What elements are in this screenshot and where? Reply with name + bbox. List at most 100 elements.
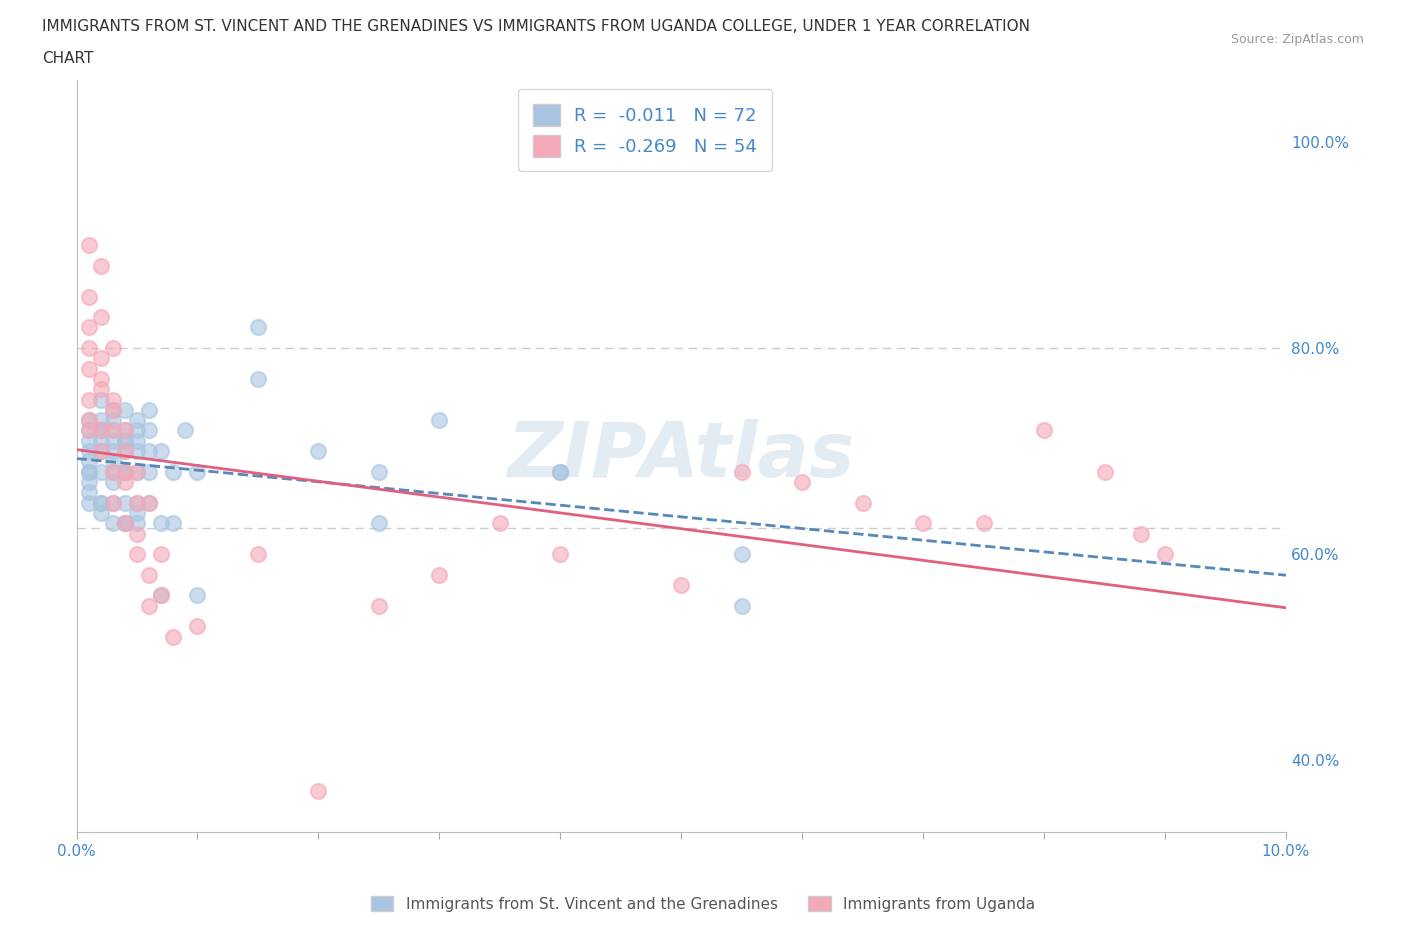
Point	[125, 433, 148, 448]
Point	[77, 413, 100, 428]
Point	[77, 433, 100, 448]
Point	[912, 516, 935, 531]
Point	[114, 495, 136, 510]
Point	[77, 423, 100, 438]
Point	[138, 567, 160, 582]
Point	[1154, 547, 1177, 562]
Point	[114, 464, 136, 479]
Point	[186, 464, 208, 479]
Point	[101, 516, 124, 531]
Point	[77, 289, 100, 304]
Point	[174, 423, 197, 438]
Point	[550, 547, 572, 562]
Point	[114, 423, 136, 438]
Point	[367, 516, 389, 531]
Legend: R =  -0.011   N = 72, R =  -0.269   N = 54: R = -0.011 N = 72, R = -0.269 N = 54	[519, 89, 772, 171]
Text: IMMIGRANTS FROM ST. VINCENT AND THE GRENADINES VS IMMIGRANTS FROM UGANDA COLLEGE: IMMIGRANTS FROM ST. VINCENT AND THE GREN…	[42, 19, 1031, 33]
Point	[77, 340, 100, 355]
Point	[125, 506, 148, 521]
Point	[162, 464, 184, 479]
Point	[550, 464, 572, 479]
Point	[367, 464, 389, 479]
Point	[101, 464, 124, 479]
Point	[150, 588, 173, 603]
Point	[77, 392, 100, 407]
Point	[246, 547, 269, 562]
Point	[90, 444, 112, 458]
Point	[1033, 423, 1056, 438]
Point	[101, 403, 124, 418]
Point	[90, 423, 112, 438]
Point	[90, 310, 112, 325]
Point	[101, 413, 124, 428]
Point	[114, 433, 136, 448]
Point	[162, 630, 184, 644]
Text: ZIPAtlas: ZIPAtlas	[508, 419, 855, 493]
Point	[114, 516, 136, 531]
Point	[90, 351, 112, 365]
Point	[125, 495, 148, 510]
Point	[90, 392, 112, 407]
Point	[186, 588, 208, 603]
Point	[90, 495, 112, 510]
Point	[125, 464, 148, 479]
Point	[77, 320, 100, 335]
Point	[77, 464, 100, 479]
Point	[90, 464, 112, 479]
Point	[114, 516, 136, 531]
Point	[367, 598, 389, 613]
Point	[101, 392, 124, 407]
Point	[90, 259, 112, 273]
Point	[101, 454, 124, 469]
Point	[90, 495, 112, 510]
Point	[77, 485, 100, 499]
Point	[1094, 464, 1116, 479]
Point	[77, 495, 100, 510]
Point	[852, 495, 875, 510]
Point	[114, 464, 136, 479]
Point	[77, 361, 100, 376]
Point	[77, 464, 100, 479]
Point	[114, 423, 136, 438]
Point	[138, 598, 160, 613]
Point	[101, 340, 124, 355]
Point	[101, 495, 124, 510]
Point	[429, 567, 451, 582]
Point	[90, 413, 112, 428]
Point	[307, 444, 329, 458]
Point	[77, 444, 100, 458]
Point	[1178, 835, 1201, 850]
Point	[246, 371, 269, 386]
Point	[114, 464, 136, 479]
Legend: Immigrants from St. Vincent and the Grenadines, Immigrants from Uganda: Immigrants from St. Vincent and the Gren…	[364, 889, 1042, 918]
Point	[138, 495, 160, 510]
Point	[150, 588, 173, 603]
Point	[150, 444, 173, 458]
Point	[150, 516, 173, 531]
Point	[138, 403, 160, 418]
Point	[114, 516, 136, 531]
Text: CHART: CHART	[42, 51, 94, 66]
Point	[77, 237, 100, 252]
Point	[77, 474, 100, 489]
Point	[90, 444, 112, 458]
Point	[150, 547, 173, 562]
Point	[77, 423, 100, 438]
Point	[90, 423, 112, 438]
Point	[186, 618, 208, 633]
Point	[101, 474, 124, 489]
Point	[1129, 526, 1152, 541]
Text: Source: ZipAtlas.com: Source: ZipAtlas.com	[1230, 33, 1364, 46]
Point	[101, 433, 124, 448]
Point	[125, 526, 148, 541]
Point	[90, 423, 112, 438]
Point	[90, 371, 112, 386]
Point	[90, 433, 112, 448]
Point	[101, 423, 124, 438]
Point	[114, 474, 136, 489]
Point	[101, 444, 124, 458]
Point	[731, 547, 754, 562]
Point	[114, 444, 136, 458]
Point	[489, 516, 512, 531]
Point	[114, 403, 136, 418]
